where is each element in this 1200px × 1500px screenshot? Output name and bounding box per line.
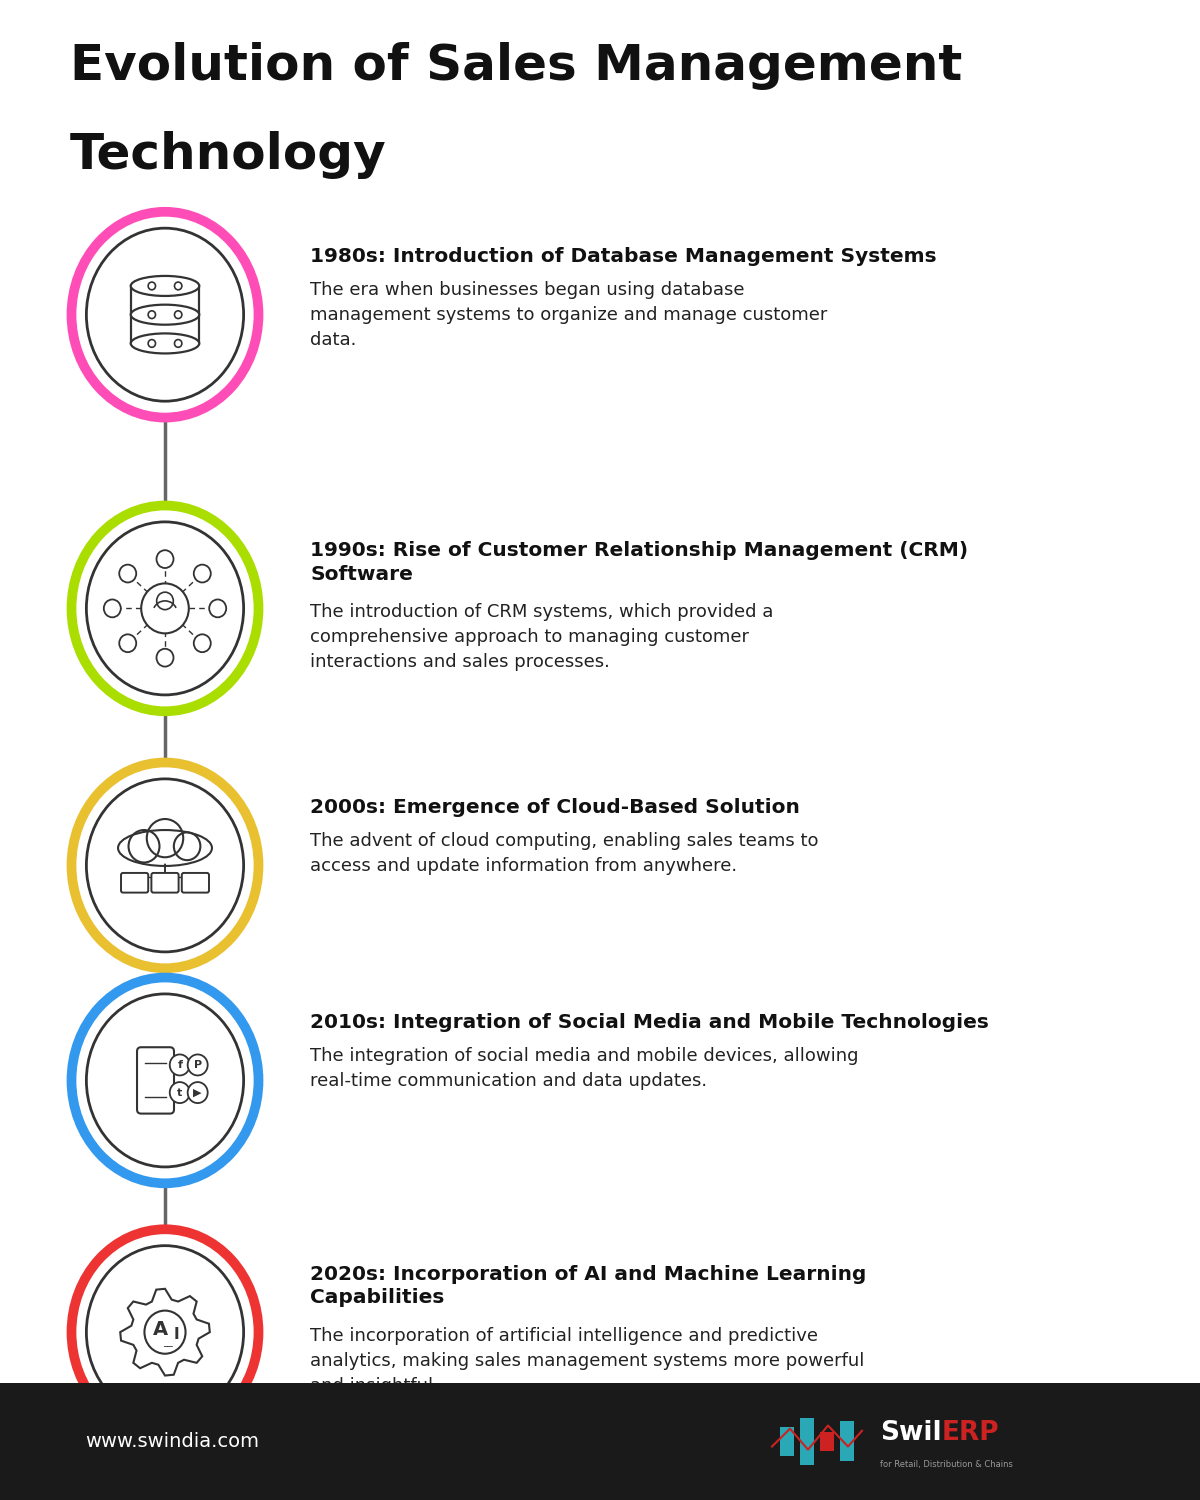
- Ellipse shape: [86, 1245, 244, 1419]
- Text: __: __: [163, 1336, 173, 1347]
- Text: www.swindia.com: www.swindia.com: [85, 1432, 259, 1450]
- Polygon shape: [120, 1288, 210, 1376]
- Circle shape: [128, 830, 160, 862]
- Circle shape: [209, 600, 227, 618]
- Circle shape: [174, 833, 200, 860]
- Text: t: t: [178, 1088, 182, 1098]
- Circle shape: [103, 600, 121, 618]
- Text: 2020s: Incorporation of AI and Machine Learning
Capabilities: 2020s: Incorporation of AI and Machine L…: [310, 1264, 866, 1308]
- Circle shape: [148, 310, 156, 318]
- Circle shape: [156, 550, 174, 568]
- Circle shape: [169, 1054, 190, 1076]
- Ellipse shape: [72, 506, 258, 711]
- FancyBboxPatch shape: [780, 1426, 794, 1456]
- FancyBboxPatch shape: [840, 1422, 854, 1461]
- Ellipse shape: [72, 211, 258, 417]
- Text: The integration of social media and mobile devices, allowing
real-time communica: The integration of social media and mobi…: [310, 1047, 858, 1090]
- Text: The era when businesses began using database
management systems to organize and : The era when businesses began using data…: [310, 280, 827, 350]
- Circle shape: [156, 650, 174, 666]
- Circle shape: [193, 634, 211, 652]
- Text: for Retail, Distribution & Chains: for Retail, Distribution & Chains: [880, 1460, 1013, 1468]
- FancyBboxPatch shape: [820, 1432, 834, 1450]
- Text: Swil: Swil: [880, 1420, 942, 1446]
- Ellipse shape: [72, 978, 258, 1184]
- FancyBboxPatch shape: [181, 873, 209, 892]
- Circle shape: [174, 310, 182, 318]
- Ellipse shape: [86, 778, 244, 952]
- Text: I: I: [174, 1328, 180, 1342]
- Circle shape: [146, 819, 184, 858]
- Text: 2000s: Emergence of Cloud-Based Solution: 2000s: Emergence of Cloud-Based Solution: [310, 798, 800, 818]
- Text: The incorporation of artificial intelligence and predictive
analytics, making sa: The incorporation of artificial intellig…: [310, 1328, 864, 1395]
- Ellipse shape: [131, 276, 199, 296]
- Circle shape: [187, 1082, 208, 1102]
- Circle shape: [169, 1082, 190, 1102]
- Ellipse shape: [86, 994, 244, 1167]
- Circle shape: [144, 1311, 186, 1353]
- Text: f: f: [178, 1060, 182, 1070]
- Circle shape: [187, 1054, 208, 1076]
- Circle shape: [174, 339, 182, 348]
- Ellipse shape: [131, 333, 199, 354]
- Text: Technology: Technology: [70, 130, 386, 178]
- Circle shape: [119, 634, 137, 652]
- Circle shape: [142, 584, 188, 633]
- Ellipse shape: [72, 1230, 258, 1436]
- FancyBboxPatch shape: [137, 1047, 174, 1113]
- Text: 2010s: Integration of Social Media and Mobile Technologies: 2010s: Integration of Social Media and M…: [310, 1013, 989, 1032]
- Text: 1980s: Introduction of Database Management Systems: 1980s: Introduction of Database Manageme…: [310, 248, 937, 267]
- Circle shape: [157, 592, 173, 609]
- Text: A: A: [154, 1320, 168, 1340]
- FancyBboxPatch shape: [121, 873, 149, 892]
- Ellipse shape: [72, 762, 258, 969]
- FancyBboxPatch shape: [800, 1418, 814, 1466]
- Text: ERP: ERP: [942, 1420, 1000, 1446]
- Ellipse shape: [86, 522, 244, 694]
- FancyBboxPatch shape: [151, 873, 179, 892]
- FancyBboxPatch shape: [0, 1383, 1200, 1500]
- Text: The advent of cloud computing, enabling sales teams to
access and update informa: The advent of cloud computing, enabling …: [310, 833, 818, 874]
- Circle shape: [174, 282, 182, 290]
- Circle shape: [148, 282, 156, 290]
- Circle shape: [148, 339, 156, 348]
- Text: P: P: [193, 1060, 202, 1070]
- FancyBboxPatch shape: [124, 840, 206, 864]
- Text: ▶: ▶: [193, 1088, 202, 1098]
- Text: Evolution of Sales Management: Evolution of Sales Management: [70, 42, 962, 90]
- Text: 1990s: Rise of Customer Relationship Management (CRM)
Software: 1990s: Rise of Customer Relationship Man…: [310, 542, 968, 584]
- Ellipse shape: [131, 304, 199, 324]
- Circle shape: [119, 564, 137, 582]
- Circle shape: [193, 564, 211, 582]
- Text: The introduction of CRM systems, which provided a
comprehensive approach to mana: The introduction of CRM systems, which p…: [310, 603, 773, 672]
- Ellipse shape: [86, 228, 244, 400]
